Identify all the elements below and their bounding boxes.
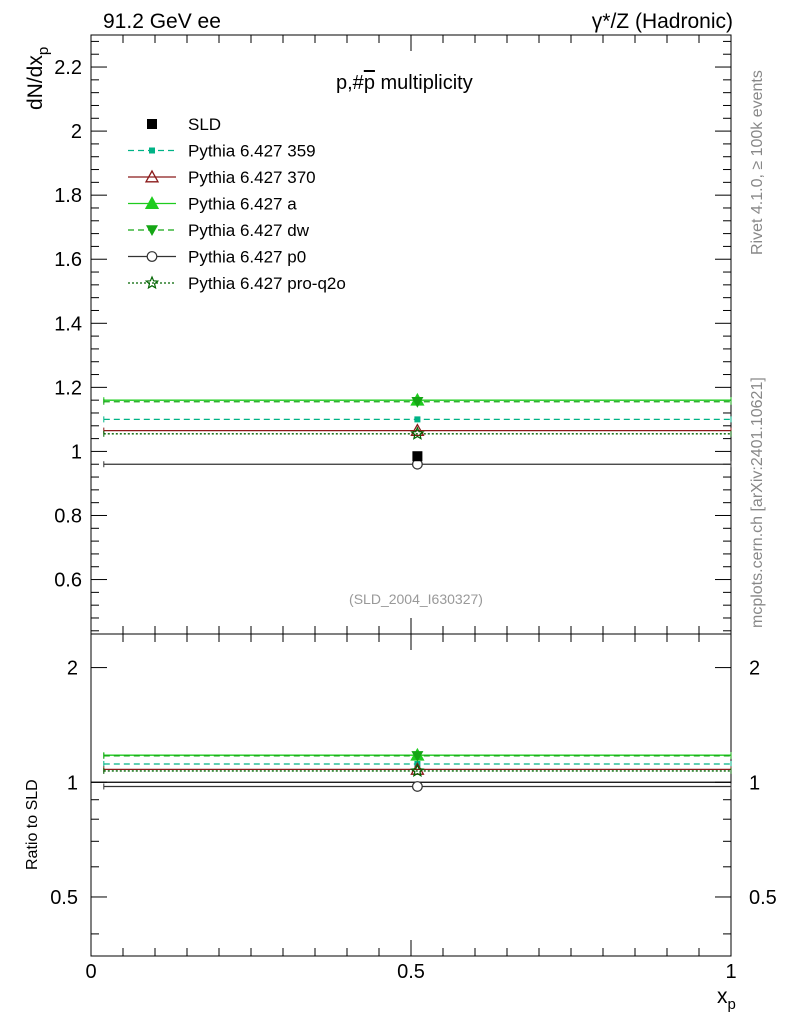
marker	[411, 396, 424, 408]
chart-title-pbar: p	[364, 72, 375, 94]
marker	[149, 147, 155, 154]
main-frame	[90, 34, 732, 635]
marker	[146, 225, 158, 236]
marker	[144, 275, 160, 290]
ratio-tick-label: 2	[67, 658, 78, 680]
mcplots-label: mcplots.cern.ch [arXiv:2401.10621]	[749, 377, 766, 628]
marker	[412, 451, 423, 462]
ratio-tick-label: 0.5	[50, 887, 78, 909]
chart-title-prefix: p,#	[336, 72, 365, 94]
marker	[410, 423, 425, 437]
legend-label: Pythia 6.427 p0	[188, 248, 306, 267]
y-tick-label: 1	[71, 441, 82, 463]
legend-marker-sld	[147, 119, 157, 129]
marker	[410, 426, 425, 440]
legend-label: Pythia 6.427 dw	[188, 221, 310, 240]
marker	[411, 751, 424, 762]
legend-label: SLD	[188, 115, 221, 134]
x-tick-label: 0.5	[397, 961, 425, 983]
rivet-label: Rivet 4.1.0, ≥ 100k events	[749, 70, 766, 255]
marker	[144, 196, 160, 209]
x-tick-label: 1	[725, 961, 736, 983]
legend-label: Pythia 6.427 pro-q2o	[188, 274, 346, 293]
y-tick-label: 1.8	[54, 185, 82, 207]
y-tick-label: 1.2	[54, 377, 82, 399]
legend-label: Pythia 6.427 a	[188, 195, 297, 214]
header-right: γ*/Z (Hadronic)	[592, 10, 733, 33]
legend-label: Pythia 6.427 370	[188, 168, 316, 187]
x-axis: 0 0.5 1	[85, 35, 737, 983]
x-tick-label: 0	[85, 961, 96, 983]
main-series-group	[103, 392, 732, 470]
ratio-frame	[90, 633, 732, 957]
marker	[410, 763, 425, 778]
ratio-series-group	[91, 747, 732, 792]
legend-label: Pythia 6.427 359	[188, 142, 316, 161]
ratio-tick-label: 1	[67, 772, 78, 794]
main-y-axis: 0.6 0.8 1 1.2 1.4 1.6 1.8 2 2.2	[54, 40, 731, 632]
y-tick-label: 2.2	[54, 57, 82, 79]
legend: SLD Pythia 6.427 359 Pythia 6.427 370 Pythi…	[128, 115, 346, 293]
marker	[414, 416, 421, 423]
y-tick-label: 0.6	[54, 570, 82, 592]
ratio-tick-label-right: 0.5	[749, 887, 777, 909]
y-tick-label: 0.8	[54, 505, 82, 527]
chart-title: p,#p multiplicity	[336, 72, 473, 94]
ratio-y-axis-label: Ratio to SLD	[24, 779, 41, 870]
analysis-label: (SLD_2004_I630327)	[349, 591, 483, 607]
marker	[412, 781, 423, 792]
marker	[144, 169, 160, 183]
y-axis-label: dN/dxp	[24, 47, 52, 110]
chart-title-suffix: multiplicity	[375, 72, 473, 94]
ratio-y-axis: 0.5 0.5 1 1 2 2	[50, 658, 777, 935]
marker	[146, 251, 158, 262]
y-tick-label: 2	[71, 121, 82, 143]
ratio-tick-label-right: 2	[749, 658, 760, 680]
ratio-tick-label-right: 1	[749, 772, 760, 794]
y-tick-label: 1.6	[54, 249, 82, 271]
header-left: 91.2 GeV ee	[103, 10, 221, 33]
y-tick-label: 1.4	[54, 313, 82, 335]
x-axis-label: xp	[717, 985, 736, 1013]
